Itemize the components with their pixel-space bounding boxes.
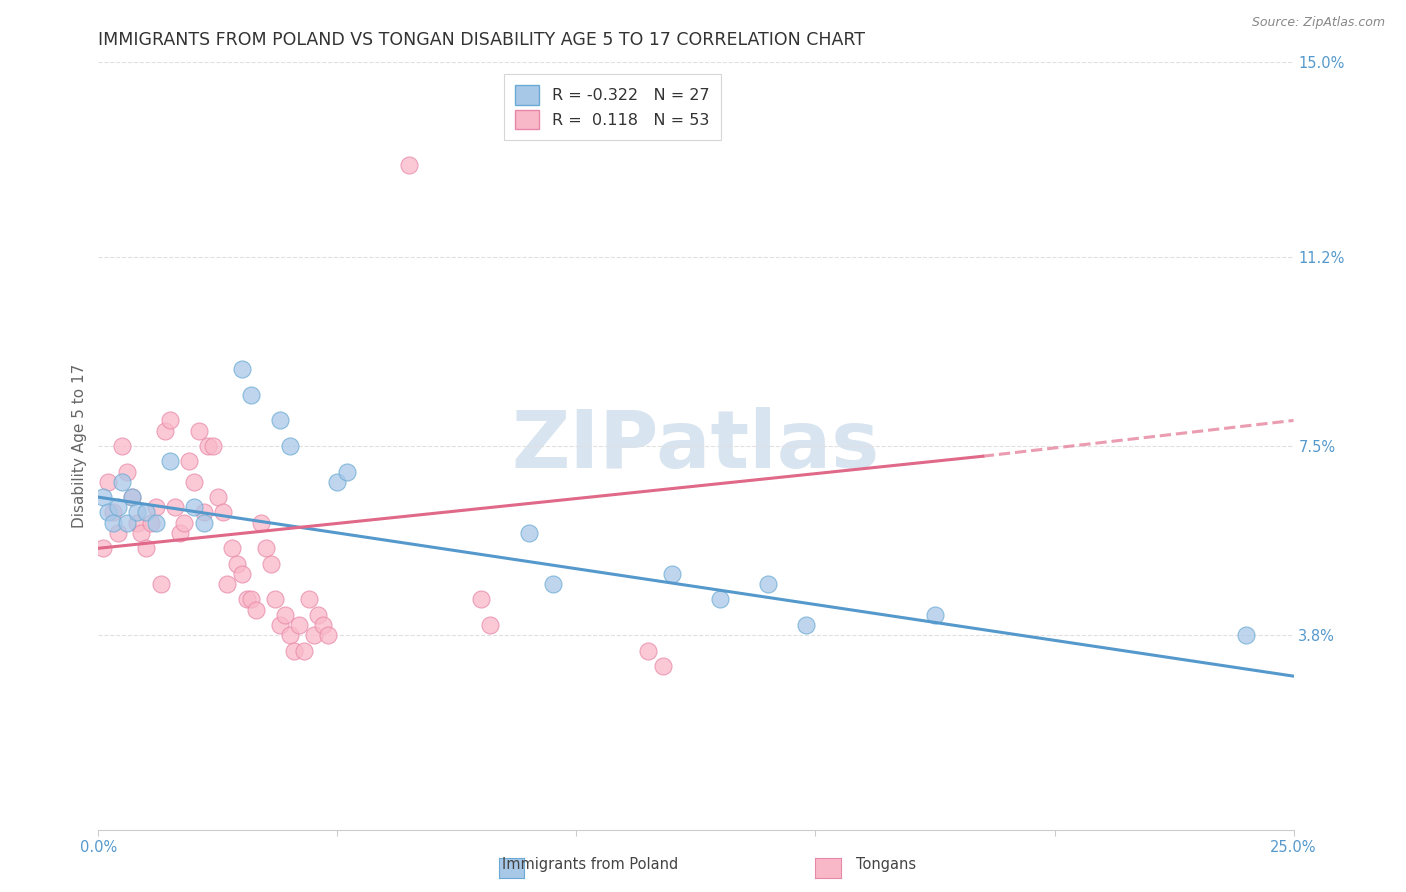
Point xyxy=(240,592,263,607)
Point xyxy=(183,500,205,515)
Point xyxy=(231,362,253,376)
Point xyxy=(145,500,167,515)
Point xyxy=(269,413,291,427)
Point xyxy=(235,592,257,607)
Point xyxy=(159,454,181,468)
Point xyxy=(111,475,134,489)
Point xyxy=(173,516,195,530)
Point xyxy=(302,628,325,642)
Point xyxy=(139,516,162,530)
Point xyxy=(278,439,301,453)
Point xyxy=(131,525,153,540)
Point xyxy=(278,628,301,642)
Point xyxy=(197,439,219,453)
Point xyxy=(245,602,267,616)
Point xyxy=(91,541,114,556)
Point xyxy=(155,424,177,438)
Point xyxy=(398,158,420,172)
Point xyxy=(1234,628,1257,642)
Point xyxy=(135,506,157,520)
Point xyxy=(292,643,315,657)
Legend: R = -0.322   N = 27, R =  0.118   N = 53: R = -0.322 N = 27, R = 0.118 N = 53 xyxy=(503,74,721,140)
Text: ZIPatlas: ZIPatlas xyxy=(512,407,880,485)
Point xyxy=(250,516,273,530)
Point xyxy=(288,618,311,632)
Point xyxy=(193,516,215,530)
Point xyxy=(121,490,143,504)
Point xyxy=(651,659,673,673)
Point xyxy=(269,618,291,632)
Point xyxy=(115,465,138,479)
Point xyxy=(264,592,287,607)
Point xyxy=(111,439,134,453)
Point xyxy=(169,525,191,540)
Point xyxy=(756,577,779,591)
Point xyxy=(145,516,167,530)
Point xyxy=(326,475,349,489)
Text: Immigrants from Poland: Immigrants from Poland xyxy=(502,857,679,872)
Point xyxy=(121,490,143,504)
Point xyxy=(187,424,209,438)
Point xyxy=(517,525,540,540)
Point xyxy=(179,454,201,468)
Point xyxy=(661,566,683,581)
Point xyxy=(336,465,359,479)
Point xyxy=(107,500,129,515)
Point xyxy=(307,607,329,622)
Point xyxy=(163,500,186,515)
Point xyxy=(226,557,249,571)
Point xyxy=(283,643,305,657)
Point xyxy=(159,413,181,427)
Point xyxy=(207,490,229,504)
Point xyxy=(211,506,233,520)
Y-axis label: Disability Age 5 to 17: Disability Age 5 to 17 xyxy=(72,364,87,528)
Point xyxy=(202,439,225,453)
Point xyxy=(541,577,564,591)
Point xyxy=(125,506,148,520)
Point xyxy=(709,592,731,607)
Point xyxy=(924,607,946,622)
Point xyxy=(97,475,120,489)
Point xyxy=(221,541,243,556)
Point xyxy=(637,643,659,657)
Point xyxy=(115,516,138,530)
Text: Tongans: Tongans xyxy=(856,857,915,872)
Point xyxy=(149,577,172,591)
Point xyxy=(240,388,263,402)
Point xyxy=(231,566,253,581)
Point xyxy=(107,525,129,540)
Point xyxy=(312,618,335,632)
Point xyxy=(125,516,148,530)
Point xyxy=(91,490,114,504)
Point xyxy=(217,577,239,591)
Point xyxy=(97,506,120,520)
Text: IMMIGRANTS FROM POLAND VS TONGAN DISABILITY AGE 5 TO 17 CORRELATION CHART: IMMIGRANTS FROM POLAND VS TONGAN DISABIL… xyxy=(98,31,866,49)
Point xyxy=(135,541,157,556)
Text: Source: ZipAtlas.com: Source: ZipAtlas.com xyxy=(1251,16,1385,29)
Point xyxy=(479,618,502,632)
Point xyxy=(316,628,339,642)
Point xyxy=(274,607,297,622)
Point xyxy=(101,506,124,520)
Point xyxy=(794,618,817,632)
Point xyxy=(259,557,281,571)
Point xyxy=(470,592,492,607)
Point xyxy=(193,506,215,520)
Point xyxy=(254,541,277,556)
Point xyxy=(101,516,124,530)
Point xyxy=(298,592,321,607)
Point xyxy=(183,475,205,489)
